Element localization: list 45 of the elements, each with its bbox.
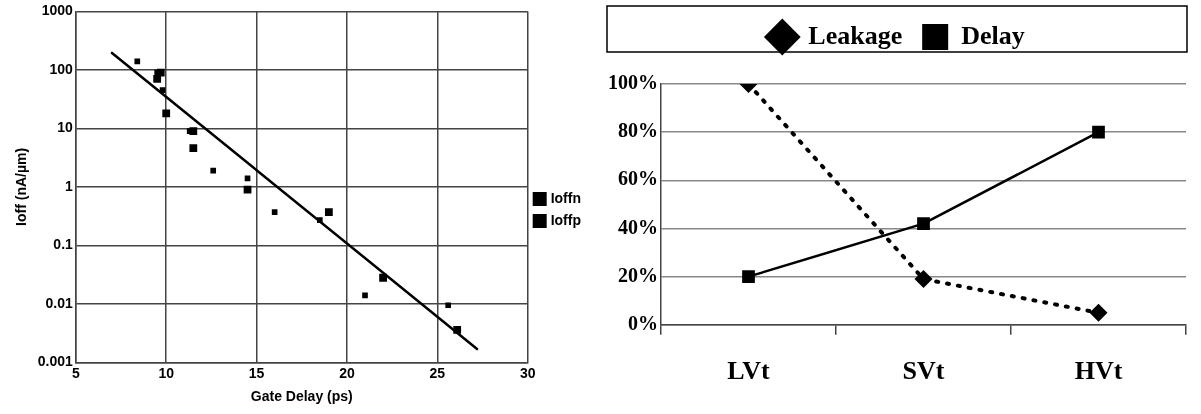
x-tick-label: 15 bbox=[248, 364, 265, 381]
y-tick-label: 0.001 bbox=[37, 353, 74, 370]
x-tick-label: HVt bbox=[1074, 356, 1123, 386]
point bbox=[159, 87, 166, 94]
point bbox=[189, 144, 198, 153]
y-tick-label: 40% bbox=[618, 215, 658, 238]
x-tick-label: 20 bbox=[339, 364, 355, 381]
point bbox=[324, 208, 333, 217]
point bbox=[917, 217, 930, 231]
point bbox=[210, 167, 217, 174]
y-tick-label: 20% bbox=[618, 263, 658, 286]
legend-label: Ioffn bbox=[550, 189, 582, 206]
x-tick-label: 30 bbox=[519, 364, 536, 381]
legend-label: Delay bbox=[961, 20, 1025, 50]
point bbox=[445, 302, 451, 309]
legend-label: Leakage bbox=[808, 20, 903, 50]
y-axis-title: Ioff (nA/µm) bbox=[13, 147, 30, 226]
y-tick-label: 0.01 bbox=[45, 294, 74, 311]
x-axis-title: Gate Delay (ps) bbox=[250, 388, 353, 405]
y-tick-label: 0.1 bbox=[53, 236, 74, 253]
point bbox=[1089, 303, 1108, 322]
x-tick-label: 25 bbox=[429, 364, 446, 381]
y-tick-label: 1 bbox=[65, 177, 74, 194]
point bbox=[362, 292, 368, 299]
point bbox=[317, 217, 323, 223]
y-tick-label: 1000 bbox=[41, 2, 74, 19]
y-tick-label: 80% bbox=[618, 119, 658, 142]
x-tick-label: SVt bbox=[902, 356, 945, 386]
point bbox=[742, 270, 755, 283]
point bbox=[134, 58, 141, 65]
y-tick-label: 100% bbox=[608, 71, 658, 94]
x-tick-label: 10 bbox=[158, 364, 175, 381]
legend-label: Ioffp bbox=[550, 211, 582, 228]
point bbox=[453, 325, 462, 334]
point bbox=[153, 75, 162, 83]
point bbox=[162, 109, 171, 118]
point bbox=[271, 209, 278, 215]
point bbox=[1092, 125, 1105, 139]
y-tick-label: 0% bbox=[628, 311, 658, 334]
y-tick-label: 60% bbox=[618, 167, 658, 190]
y-tick-label: 100 bbox=[49, 60, 74, 77]
point bbox=[914, 270, 933, 289]
x-tick-label: LVt bbox=[727, 356, 771, 386]
y-tick-label: 10 bbox=[57, 119, 74, 136]
point bbox=[379, 273, 387, 282]
